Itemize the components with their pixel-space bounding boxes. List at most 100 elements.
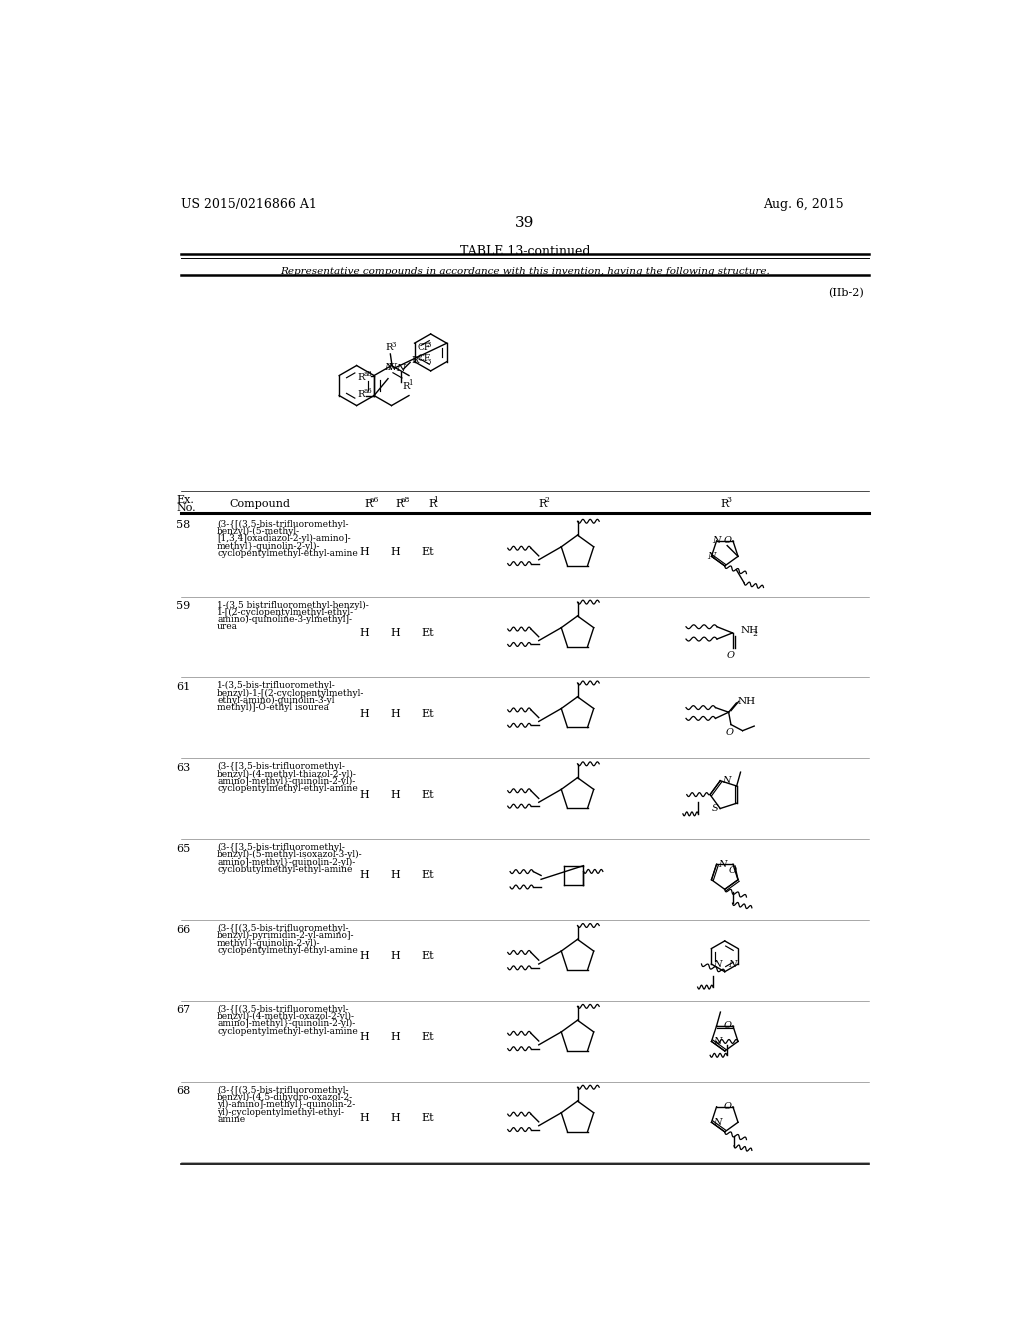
Text: H: H <box>390 628 400 638</box>
Text: R: R <box>357 372 365 381</box>
Text: Representative compounds in accordance with this invention, having the following: Representative compounds in accordance w… <box>280 267 770 276</box>
Text: benzyl)-(5-methyl-isoxazol-3-yl)-: benzyl)-(5-methyl-isoxazol-3-yl)- <box>217 850 362 859</box>
Text: cyclobutylmethyl-ethyl-amine: cyclobutylmethyl-ethyl-amine <box>217 865 352 874</box>
Text: (3-{[(3,5-bis-trifluoromethyl-: (3-{[(3,5-bis-trifluoromethyl- <box>217 1085 348 1094</box>
Text: amino]-methyl}-quinolin-2-yl)-: amino]-methyl}-quinolin-2-yl)- <box>217 776 355 785</box>
Text: Et: Et <box>422 1113 434 1123</box>
Text: 3: 3 <box>391 341 395 348</box>
Text: 67: 67 <box>176 1006 190 1015</box>
Text: 3: 3 <box>427 341 431 348</box>
Text: 2: 2 <box>418 354 422 362</box>
Text: a8: a8 <box>364 370 372 378</box>
Text: 58: 58 <box>176 520 190 531</box>
Text: benzyl)-1-[(2-cyclopentylmethyl-: benzyl)-1-[(2-cyclopentylmethyl- <box>217 689 365 698</box>
Text: N: N <box>713 960 721 969</box>
Text: 1-(3,5-bis-trifluoromethyl-: 1-(3,5-bis-trifluoromethyl- <box>217 681 336 690</box>
Text: H: H <box>359 952 370 961</box>
Text: (3-{[3,5-bis-trifluoromethyl-: (3-{[3,5-bis-trifluoromethyl- <box>217 762 345 771</box>
Text: H: H <box>390 1032 400 1043</box>
Text: H: H <box>359 789 370 800</box>
Text: N: N <box>384 363 393 371</box>
Text: 3: 3 <box>427 358 431 366</box>
Text: 63: 63 <box>176 763 190 772</box>
Text: N: N <box>396 364 406 374</box>
Text: H: H <box>359 870 370 880</box>
Text: CF: CF <box>418 343 431 352</box>
Text: Et: Et <box>422 952 434 961</box>
Text: H: H <box>359 546 370 557</box>
Text: (3-{[(3,5-bis-trifluoromethyl-: (3-{[(3,5-bis-trifluoromethyl- <box>217 520 348 528</box>
Text: 59: 59 <box>176 601 190 611</box>
Text: O: O <box>727 651 735 660</box>
Text: [1,3,4]oxadiazol-2-yl)-amino]-: [1,3,4]oxadiazol-2-yl)-amino]- <box>217 535 351 544</box>
Text: amino]-methyl}-quinolin-2-yl)-: amino]-methyl}-quinolin-2-yl)- <box>217 1019 355 1028</box>
Text: cyclopentylmethyl-ethyl-amine: cyclopentylmethyl-ethyl-amine <box>217 1027 357 1036</box>
Text: N: N <box>708 552 716 561</box>
Text: R: R <box>539 499 547 508</box>
Text: S: S <box>712 804 719 813</box>
Text: R: R <box>402 381 410 391</box>
Text: N: N <box>718 859 727 869</box>
Text: O: O <box>723 1102 731 1111</box>
Text: cyclopentylmethyl-ethyl-amine: cyclopentylmethyl-ethyl-amine <box>217 549 357 558</box>
Text: methyl}-quinolin-2-yl)-: methyl}-quinolin-2-yl)- <box>217 939 321 948</box>
Text: H: H <box>390 952 400 961</box>
Text: methyl}-quinolin-2-yl)-: methyl}-quinolin-2-yl)- <box>217 541 321 550</box>
Text: N: N <box>722 776 730 785</box>
Text: N: N <box>387 363 396 372</box>
Text: Et: Et <box>422 709 434 719</box>
Text: R: R <box>412 356 419 366</box>
Text: TABLE 13-continued: TABLE 13-continued <box>460 244 590 257</box>
Text: US 2015/0216866 A1: US 2015/0216866 A1 <box>180 198 316 211</box>
Text: Et: Et <box>422 789 434 800</box>
Text: 39: 39 <box>515 216 535 230</box>
Text: O: O <box>723 536 731 545</box>
Text: benzyl)-(4-methyl-oxazol-2-yl)-: benzyl)-(4-methyl-oxazol-2-yl)- <box>217 1012 355 1022</box>
Text: 2: 2 <box>544 496 549 504</box>
Text: NH: NH <box>738 697 756 706</box>
Text: amine: amine <box>217 1114 246 1123</box>
Text: a6: a6 <box>370 496 379 504</box>
Text: O: O <box>729 866 737 875</box>
Text: CF: CF <box>418 354 431 363</box>
Text: N: N <box>728 960 736 969</box>
Text: yl)-amino]-methyl}-quinolin-2-: yl)-amino]-methyl}-quinolin-2- <box>217 1100 355 1109</box>
Text: H: H <box>359 628 370 638</box>
Text: a8: a8 <box>400 496 411 504</box>
Text: (3-{[(3,5-bis-trifluoromethyl-: (3-{[(3,5-bis-trifluoromethyl- <box>217 1005 348 1014</box>
Text: O: O <box>725 727 733 737</box>
Text: cyclopentylmethyl-ethyl-amine: cyclopentylmethyl-ethyl-amine <box>217 945 357 954</box>
Text: (3-{[3,5-bis-trifluoromethyl-: (3-{[3,5-bis-trifluoromethyl- <box>217 843 345 851</box>
Text: H: H <box>390 546 400 557</box>
Text: N: N <box>713 1118 722 1127</box>
Text: Et: Et <box>422 870 434 880</box>
Text: 3: 3 <box>726 496 731 504</box>
Text: H: H <box>359 1032 370 1043</box>
Text: benzyl)-(4-methyl-thiazol-2-yl)-: benzyl)-(4-methyl-thiazol-2-yl)- <box>217 770 357 779</box>
Text: benzyl)-(4,5-dihydro-oxazol-2-: benzyl)-(4,5-dihydro-oxazol-2- <box>217 1093 353 1102</box>
Text: No.: No. <box>176 503 196 512</box>
Text: Ex.: Ex. <box>176 495 194 504</box>
Text: H: H <box>390 789 400 800</box>
Text: amino)-quinoline-3-ylmethyl]-: amino)-quinoline-3-ylmethyl]- <box>217 615 352 624</box>
Text: Et: Et <box>422 1032 434 1043</box>
Text: N: N <box>713 1038 722 1045</box>
Text: 65: 65 <box>176 843 190 854</box>
Text: Et: Et <box>422 628 434 638</box>
Text: 68: 68 <box>176 1086 190 1096</box>
Text: R: R <box>428 499 436 508</box>
Text: a6: a6 <box>364 387 372 395</box>
Text: benzyl)-pyrimidin-2-yl-amino]-: benzyl)-pyrimidin-2-yl-amino]- <box>217 931 354 940</box>
Text: R: R <box>721 499 729 508</box>
Text: H: H <box>390 870 400 880</box>
Text: H: H <box>390 709 400 719</box>
Text: (IIb-2): (IIb-2) <box>828 288 864 298</box>
Text: H: H <box>390 1113 400 1123</box>
Text: benzyl)-(5-methyl-: benzyl)-(5-methyl- <box>217 527 300 536</box>
Text: 61: 61 <box>176 682 190 692</box>
Text: methyl)]-O-ethyl isourea: methyl)]-O-ethyl isourea <box>217 704 329 713</box>
Text: H: H <box>359 709 370 719</box>
Text: 1-(3,5 bistrifluoromethyl-benzyl)-: 1-(3,5 bistrifluoromethyl-benzyl)- <box>217 601 369 610</box>
Text: 1-[(2-cyclopentylmethyl-ethyl-: 1-[(2-cyclopentylmethyl-ethyl- <box>217 607 354 616</box>
Text: 1: 1 <box>433 496 438 504</box>
